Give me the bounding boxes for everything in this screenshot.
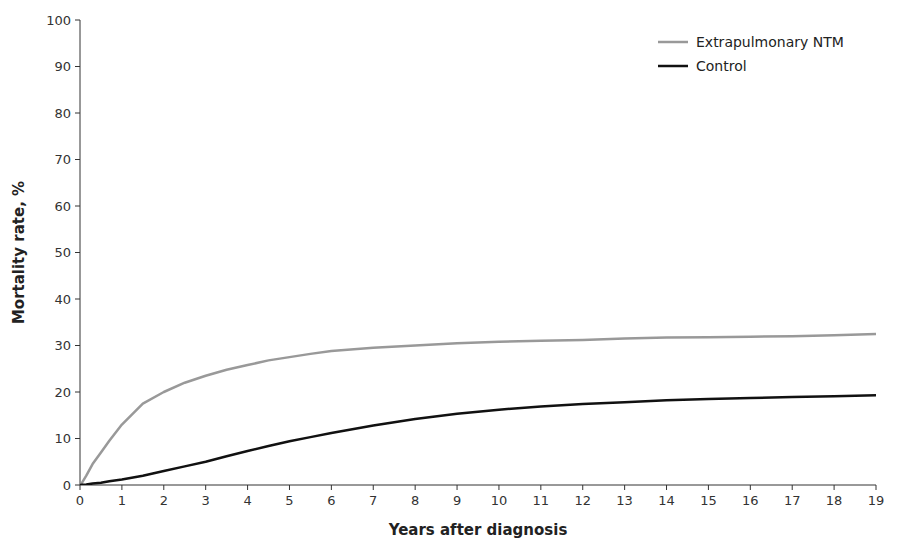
x-tick — [80, 485, 81, 490]
y-axis-label: Mortality rate, % — [10, 181, 28, 324]
series-group — [80, 334, 876, 485]
x-tick-label: 16 — [742, 493, 759, 508]
y-tick — [75, 206, 80, 207]
y-tick-label: 20 — [54, 385, 71, 400]
x-tick-label: 17 — [784, 493, 801, 508]
x-tick-label: 9 — [453, 493, 461, 508]
y-tick-label: 10 — [54, 431, 71, 446]
x-tick — [121, 485, 122, 490]
y-tick-label: 30 — [54, 338, 71, 353]
y-tick-label: 50 — [54, 245, 71, 260]
x-tick-label: 4 — [243, 493, 251, 508]
y-tick — [75, 66, 80, 67]
x-tick-label: 11 — [533, 493, 550, 508]
background — [0, 0, 900, 557]
x-tick — [666, 485, 667, 490]
x-tick-label: 18 — [826, 493, 843, 508]
x-tick — [750, 485, 751, 490]
x-tick-label: 3 — [202, 493, 210, 508]
y-tick-label: 40 — [54, 292, 71, 307]
chart: 0123456789101112131415161718190102030405… — [0, 0, 900, 557]
x-tick-label: 5 — [285, 493, 293, 508]
y-tick — [75, 299, 80, 300]
legend-swatch — [658, 41, 688, 44]
x-tick-label: 1 — [118, 493, 126, 508]
x-axis-line — [80, 485, 876, 486]
x-tick-label: 10 — [491, 493, 508, 508]
legend-label: Extrapulmonary NTM — [696, 34, 844, 50]
y-tick-label: 80 — [54, 106, 71, 121]
y-tick — [75, 438, 80, 439]
x-tick — [498, 485, 499, 490]
y-tick-label: 60 — [54, 199, 71, 214]
x-tick-label: 15 — [700, 493, 717, 508]
x-tick — [163, 485, 164, 490]
x-tick — [624, 485, 625, 490]
x-tick — [205, 485, 206, 490]
y-tick — [75, 392, 80, 393]
y-tick — [75, 159, 80, 160]
y-tick — [75, 485, 80, 486]
x-tick — [876, 485, 877, 490]
x-tick-label: 2 — [160, 493, 168, 508]
legend-swatch — [658, 65, 688, 68]
x-tick — [373, 485, 374, 490]
x-tick — [708, 485, 709, 490]
y-tick-label: 70 — [54, 152, 71, 167]
x-axis-label: Years after diagnosis — [388, 521, 568, 539]
x-tick-label: 7 — [369, 493, 377, 508]
x-tick — [247, 485, 248, 490]
series-line — [80, 334, 876, 485]
x-tick — [457, 485, 458, 490]
legend: Extrapulmonary NTM Control — [658, 34, 844, 74]
x-tick-label: 8 — [411, 493, 419, 508]
y-tick — [75, 113, 80, 114]
x-tick — [415, 485, 416, 490]
x-tick — [792, 485, 793, 490]
y-tick — [75, 252, 80, 253]
y-tick — [75, 20, 80, 21]
x-tick-label: 0 — [76, 493, 84, 508]
x-tick — [582, 485, 583, 490]
x-tick-label: 13 — [616, 493, 633, 508]
x-tick-label: 12 — [574, 493, 591, 508]
x-tick-label: 14 — [658, 493, 675, 508]
x-tick — [834, 485, 835, 490]
series-line — [80, 395, 876, 485]
y-tick — [75, 345, 80, 346]
x-tick — [331, 485, 332, 490]
y-tick-label: 90 — [54, 59, 71, 74]
y-tick-label: 0 — [63, 478, 71, 493]
y-tick-label: 100 — [46, 13, 71, 28]
x-tick — [289, 485, 290, 490]
x-tick-label: 6 — [327, 493, 335, 508]
x-tick — [540, 485, 541, 490]
axes: 0123456789101112131415161718190102030405… — [46, 13, 884, 509]
legend-label: Control — [696, 58, 747, 74]
x-tick-label: 19 — [868, 493, 885, 508]
